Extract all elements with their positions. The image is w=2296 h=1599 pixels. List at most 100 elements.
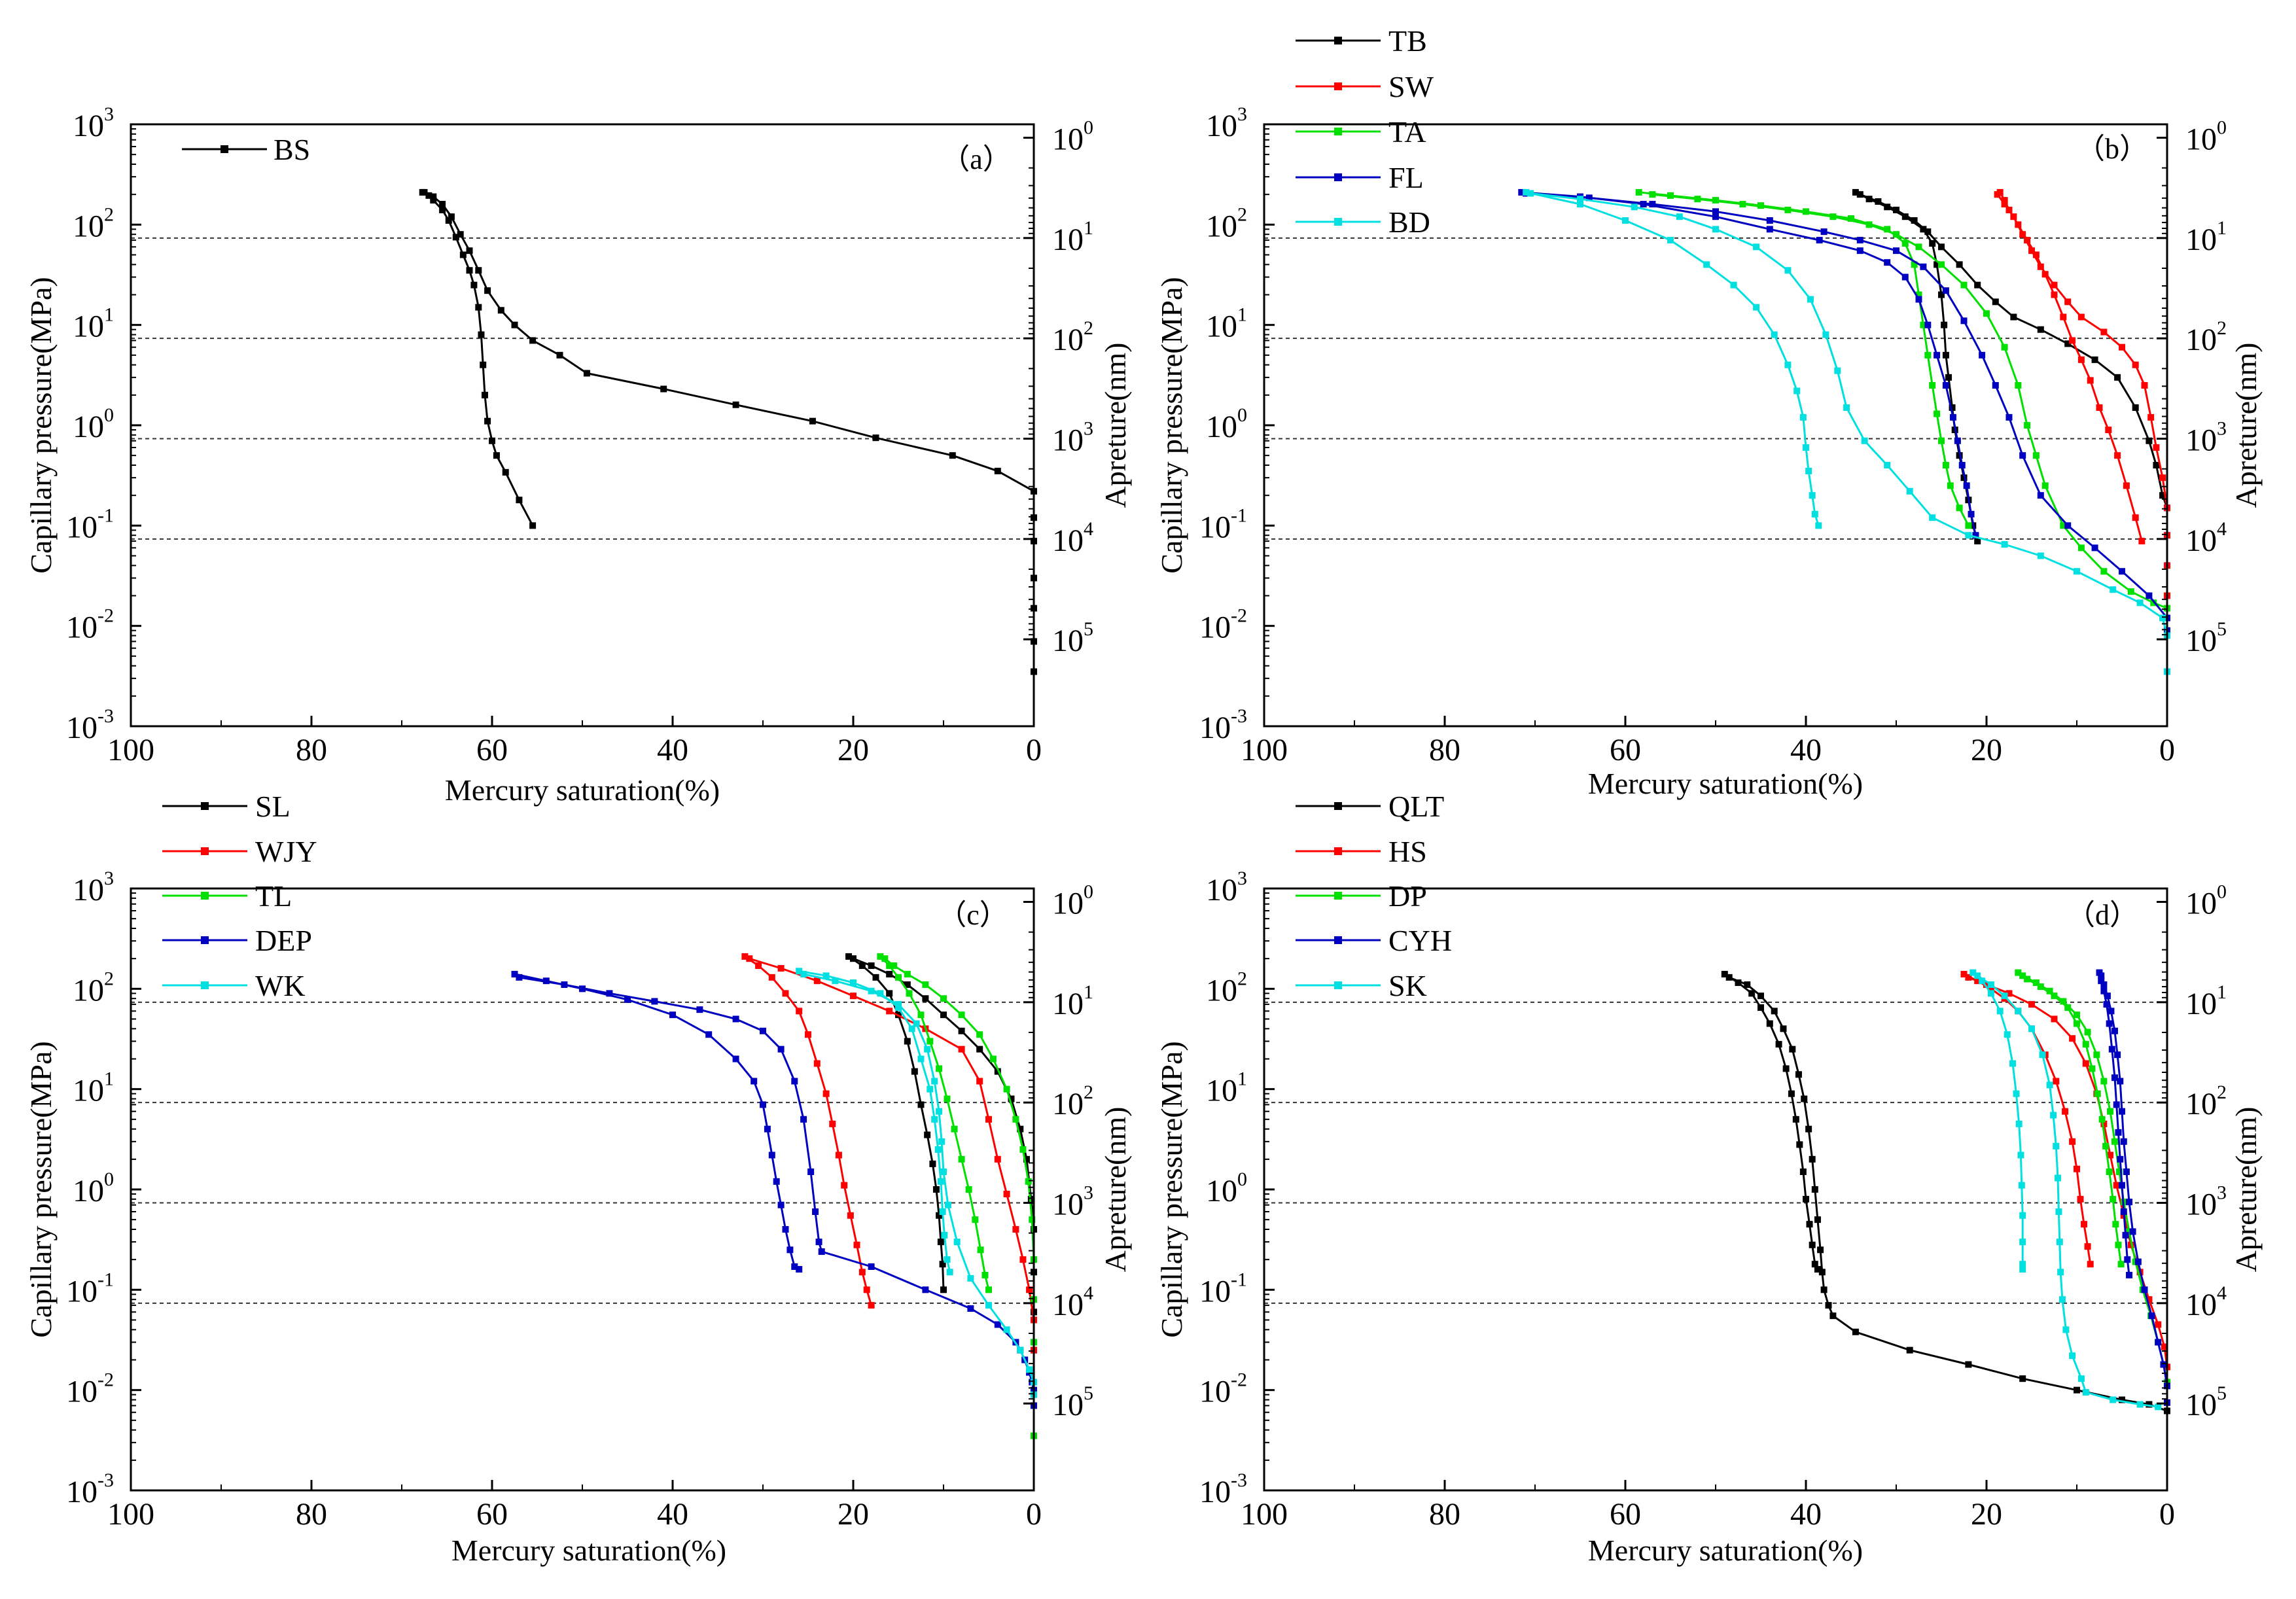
data-point-fl [1924, 321, 1932, 328]
data-point-dep [773, 1178, 780, 1185]
data-point-bd [2159, 614, 2166, 622]
data-point-hs [2062, 1108, 2069, 1115]
data-point-fl [1972, 532, 1979, 539]
data-point-sl [1023, 1155, 1030, 1163]
data-point-dep [812, 1208, 819, 1216]
data-point-bs [809, 417, 816, 425]
data-point-bs [660, 385, 667, 393]
data-point-sl [904, 1038, 911, 1045]
data-point-sk [2056, 1239, 2063, 1246]
series-line-ta [1652, 193, 2168, 610]
data-point-dep [760, 1101, 766, 1108]
data-point-cyh [2117, 1155, 2124, 1163]
data-point-fl [1963, 482, 1970, 489]
data-point-sl [940, 1286, 947, 1293]
data-point-tb [1992, 298, 1999, 306]
y2-tick-label: 105 [2185, 1382, 2227, 1422]
data-point-bd [1929, 514, 1936, 521]
data-point-dep [606, 990, 613, 997]
data-point-dp [2117, 1261, 2125, 1268]
data-point-bd [2136, 599, 2144, 606]
data-point-qlt [1744, 981, 1751, 988]
data-point-wjy [741, 953, 749, 960]
data-point-cyh [2114, 1051, 2121, 1059]
data-point-tb [1941, 321, 1948, 328]
x-tick-label: 0 [1026, 733, 1042, 767]
data-point-sw [2100, 328, 2108, 336]
data-point-tb [1911, 217, 1918, 224]
y-tick-exponent: -2 [1231, 1369, 1247, 1391]
x-tick-label: 100 [1241, 1497, 1288, 1532]
y2-tick-exponent: 5 [1084, 1382, 1093, 1404]
x-tick-label: 60 [1610, 1497, 1641, 1532]
data-point-cyh [2141, 1286, 2148, 1293]
data-point-cyh [2115, 1129, 2122, 1136]
y2-tick-exponent: 5 [2217, 1382, 2227, 1404]
data-point-sk [1969, 969, 1977, 976]
data-point-wjy [805, 1031, 811, 1038]
data-point-wk [940, 1168, 947, 1175]
data-point-qlt [1788, 1090, 1795, 1097]
data-point-wjy [782, 990, 789, 997]
legend-label-cyh: CYH [1388, 924, 1452, 957]
data-point-fl [1958, 462, 1966, 469]
data-point-sw [2132, 361, 2139, 368]
panel-d-label: （d） [2066, 899, 2138, 931]
data-point-ta [1893, 231, 1899, 238]
data-point-bd [2037, 552, 2044, 559]
data-point-fl [1949, 413, 1956, 421]
legend-label-dep: DEP [255, 924, 312, 957]
data-point-tl [904, 970, 911, 977]
data-point-dep [777, 1201, 785, 1208]
data-point-bs [732, 401, 739, 408]
data-point-tb [2064, 340, 2072, 347]
data-point-sk [2017, 1151, 2024, 1159]
y-tick-exponent: 3 [1237, 868, 1247, 889]
data-point-qlt [1825, 1302, 1832, 1309]
data-point-sk [2055, 1208, 2062, 1216]
data-point-wk [1003, 1326, 1010, 1333]
data-point-ta [1694, 196, 1701, 203]
data-point-bs [466, 267, 473, 274]
data-point-tl [936, 1065, 943, 1072]
y2-tick-exponent: 4 [2217, 518, 2227, 540]
data-point-sw [2077, 313, 2085, 321]
data-point-tb [1974, 538, 1981, 545]
data-point-qlt [1814, 1266, 1821, 1273]
data-point-fl [1816, 237, 1823, 244]
data-point-dp [2015, 969, 2022, 976]
legend-label-tb: TB [1388, 24, 1427, 58]
legend-marker-qlt [1334, 802, 1342, 810]
data-point-sk [1987, 990, 1994, 997]
y2-tick-exponent: 5 [1084, 618, 1093, 640]
data-point-sk [2058, 1296, 2066, 1303]
data-point-bs [872, 434, 879, 442]
data-point-bs [583, 370, 590, 377]
data-point-wk [832, 977, 839, 985]
data-point-dp [2089, 1065, 2096, 1072]
data-point-wjy [850, 993, 857, 1000]
data-point-ta [1649, 191, 1656, 198]
data-point-bs [502, 468, 509, 476]
y2-tick-exponent: 0 [1084, 881, 1093, 903]
data-point-wk [946, 1269, 953, 1276]
y2-tick-exponent: 0 [1084, 117, 1093, 139]
data-point-wk [895, 1001, 902, 1008]
data-point-sw [2001, 197, 2008, 204]
data-point-cyh [2100, 987, 2108, 994]
data-point-fl [1856, 237, 1863, 244]
data-point-sw [2153, 444, 2160, 451]
data-point-cyh [2103, 1001, 2110, 1008]
data-point-dp [2110, 1195, 2117, 1203]
data-point-sk [2019, 1212, 2026, 1219]
data-point-tl [976, 1031, 983, 1038]
data-point-cyh [2124, 1256, 2131, 1263]
data-point-dep [624, 996, 631, 1003]
data-point-wjy [813, 977, 821, 985]
data-point-qlt [1789, 1046, 1796, 1053]
data-point-tb [1949, 404, 1956, 411]
data-point-tl [965, 1186, 972, 1193]
data-point-sl [911, 1068, 918, 1075]
data-point-cyh [2108, 1046, 2115, 1053]
data-point-bs [493, 452, 500, 459]
